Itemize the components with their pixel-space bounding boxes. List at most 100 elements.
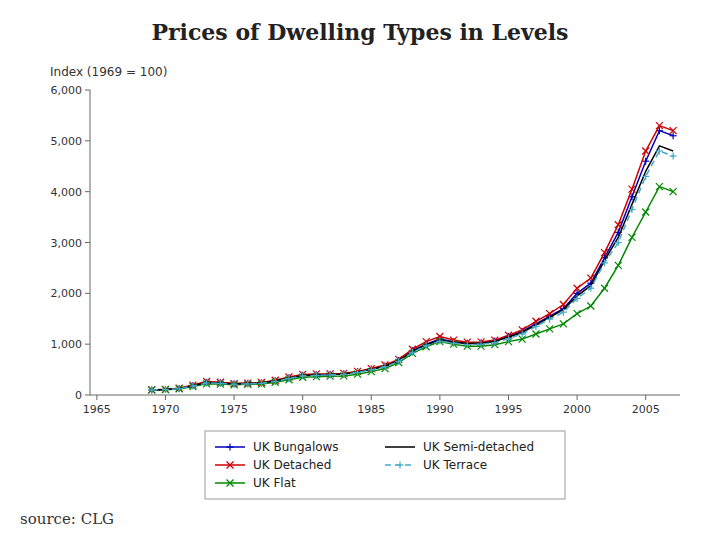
- point-marker: [231, 380, 238, 387]
- marker-stroke: [659, 148, 660, 155]
- marker-stroke: [628, 234, 635, 241]
- marker-stroke: [148, 386, 155, 393]
- marker-stroke: [574, 310, 581, 317]
- marker-stroke: [247, 380, 248, 387]
- series: [148, 122, 676, 393]
- marker-stroke: [231, 381, 238, 388]
- plot-area: [148, 122, 676, 393]
- point-marker: [203, 379, 210, 386]
- x-tick: [234, 395, 235, 400]
- point-marker: [642, 148, 649, 155]
- marker-stroke: [162, 386, 169, 393]
- point-marker: [231, 381, 238, 388]
- source-note: source: CLG: [20, 510, 114, 528]
- marker-stroke: [453, 340, 454, 347]
- marker-stroke: [642, 148, 649, 155]
- point-marker: [560, 309, 567, 316]
- x-tick-label: 1975: [220, 403, 248, 416]
- legend-label: UK Bungalows: [253, 440, 339, 454]
- point-marker: [258, 381, 265, 388]
- y-tick: [85, 395, 90, 396]
- marker-stroke: [384, 363, 385, 370]
- marker-stroke: [275, 377, 276, 384]
- marker-stroke: [357, 369, 358, 376]
- marker-stroke: [302, 372, 303, 379]
- marker-stroke: [532, 331, 539, 338]
- marker-stroke: [288, 375, 289, 382]
- point-marker: [148, 386, 155, 393]
- legend-box: [205, 431, 565, 499]
- marker-stroke: [642, 209, 649, 216]
- point-marker: [560, 320, 567, 327]
- point-marker: [176, 385, 183, 392]
- marker-stroke: [601, 285, 608, 292]
- legend-marker: [227, 462, 234, 469]
- point-marker: [628, 206, 635, 213]
- x-tick: [165, 395, 166, 400]
- marker-stroke: [261, 380, 262, 387]
- series: [148, 148, 676, 394]
- marker-stroke: [467, 341, 468, 348]
- point-marker: [656, 122, 663, 129]
- x-tick-label: 1965: [83, 403, 111, 416]
- marker-stroke: [148, 386, 155, 393]
- marker-stroke: [176, 385, 183, 392]
- point-marker: [244, 381, 251, 388]
- marker-stroke: [549, 316, 550, 323]
- y-tick-label: 3,000: [51, 237, 83, 250]
- marker-stroke: [244, 381, 251, 388]
- marker-stroke: [233, 380, 234, 387]
- marker-stroke: [189, 383, 196, 390]
- marker-stroke: [165, 386, 166, 393]
- marker-stroke: [656, 183, 663, 190]
- point-marker: [313, 372, 320, 379]
- point-marker: [148, 386, 155, 393]
- marker-stroke: [192, 382, 193, 389]
- marker-stroke: [645, 173, 646, 180]
- marker-stroke: [615, 221, 622, 228]
- marker-stroke: [258, 381, 265, 388]
- axes: 01,0002,0003,0004,0005,0006,000196519701…: [51, 84, 681, 416]
- legend-label: UK Semi-detached: [423, 440, 534, 454]
- point-marker: [450, 340, 457, 347]
- marker-stroke: [151, 386, 152, 393]
- point-marker: [464, 341, 471, 348]
- point-marker: [546, 325, 553, 332]
- x-tick-label: 1995: [494, 403, 522, 416]
- point-marker: [272, 378, 279, 385]
- marker-stroke: [601, 285, 608, 292]
- x-tick-label: 2005: [632, 403, 660, 416]
- marker-stroke: [645, 158, 646, 165]
- marker-stroke: [426, 342, 427, 349]
- legend-item: UK Detached: [215, 458, 331, 472]
- marker-stroke: [179, 385, 180, 392]
- marker-stroke: [192, 383, 193, 390]
- y-tick: [85, 293, 90, 294]
- y-tick-label: 2,000: [51, 287, 83, 300]
- point-marker: [587, 285, 594, 292]
- marker-stroke: [618, 239, 619, 246]
- y-tick: [85, 191, 90, 192]
- marker-stroke: [604, 259, 605, 266]
- marker-stroke: [189, 383, 196, 390]
- point-marker: [244, 380, 251, 387]
- marker-stroke: [288, 374, 289, 381]
- point-marker: [491, 339, 498, 346]
- series-line: [152, 126, 673, 390]
- legend-item: UK Semi-detached: [385, 440, 534, 454]
- point-marker: [299, 372, 306, 379]
- marker-stroke: [151, 386, 152, 393]
- marker-stroke: [576, 295, 577, 302]
- series-line: [152, 151, 673, 390]
- point-marker: [601, 259, 608, 266]
- marker-stroke: [546, 325, 553, 332]
- marker-stroke: [244, 381, 251, 388]
- point-marker: [587, 303, 594, 310]
- point-marker: [354, 369, 361, 376]
- point-marker: [436, 338, 443, 345]
- marker-stroke: [532, 331, 539, 338]
- marker-stroke: [275, 378, 276, 385]
- marker-stroke: [316, 372, 317, 379]
- marker-stroke: [480, 341, 481, 348]
- marker-stroke: [656, 122, 663, 129]
